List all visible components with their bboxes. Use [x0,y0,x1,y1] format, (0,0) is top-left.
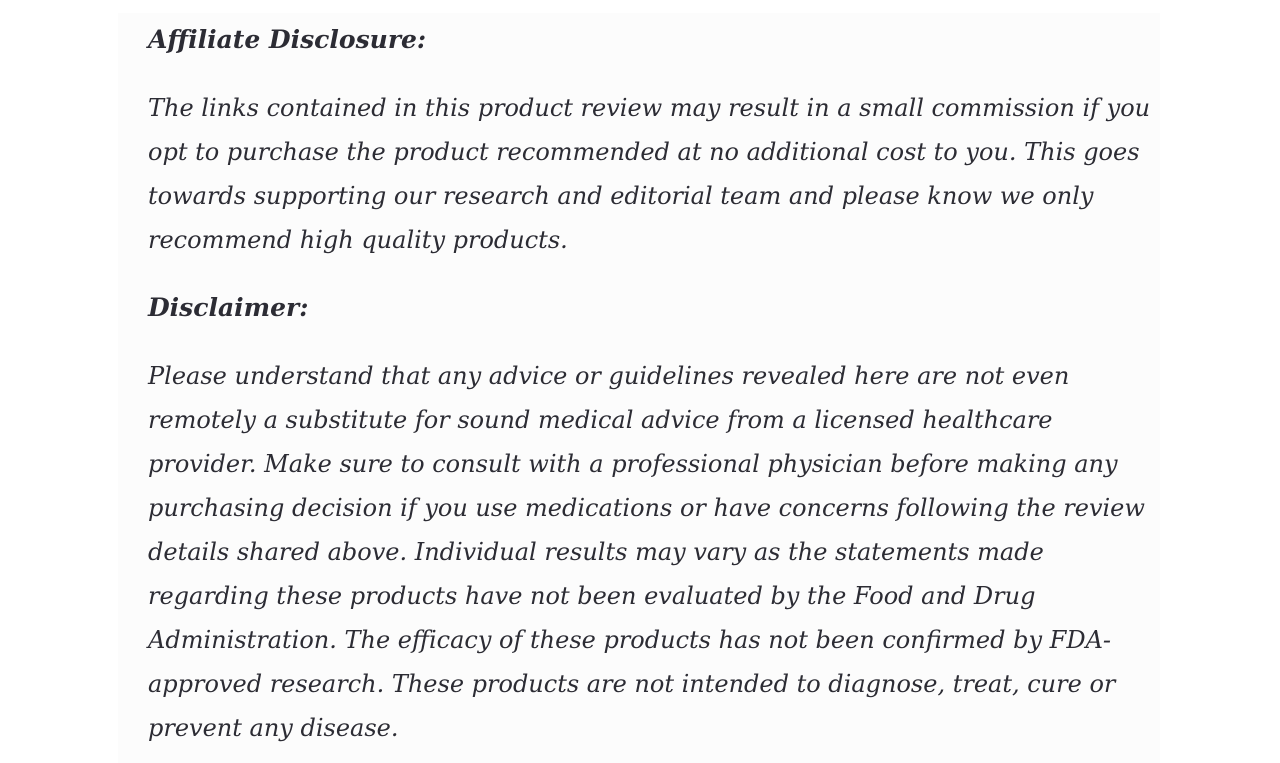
affiliate-disclosure-text: The links contained in this product revi… [148,94,1151,254]
content-column: Affiliate Disclosure: The links containe… [118,13,1160,763]
article-text-block: Affiliate Disclosure: The links containe… [148,18,1152,750]
affiliate-disclosure-heading: Affiliate Disclosure: [148,25,427,54]
disclaimer-text: Please understand that any advice or gui… [148,362,1145,742]
disclaimer-heading: Disclaimer: [148,293,309,322]
